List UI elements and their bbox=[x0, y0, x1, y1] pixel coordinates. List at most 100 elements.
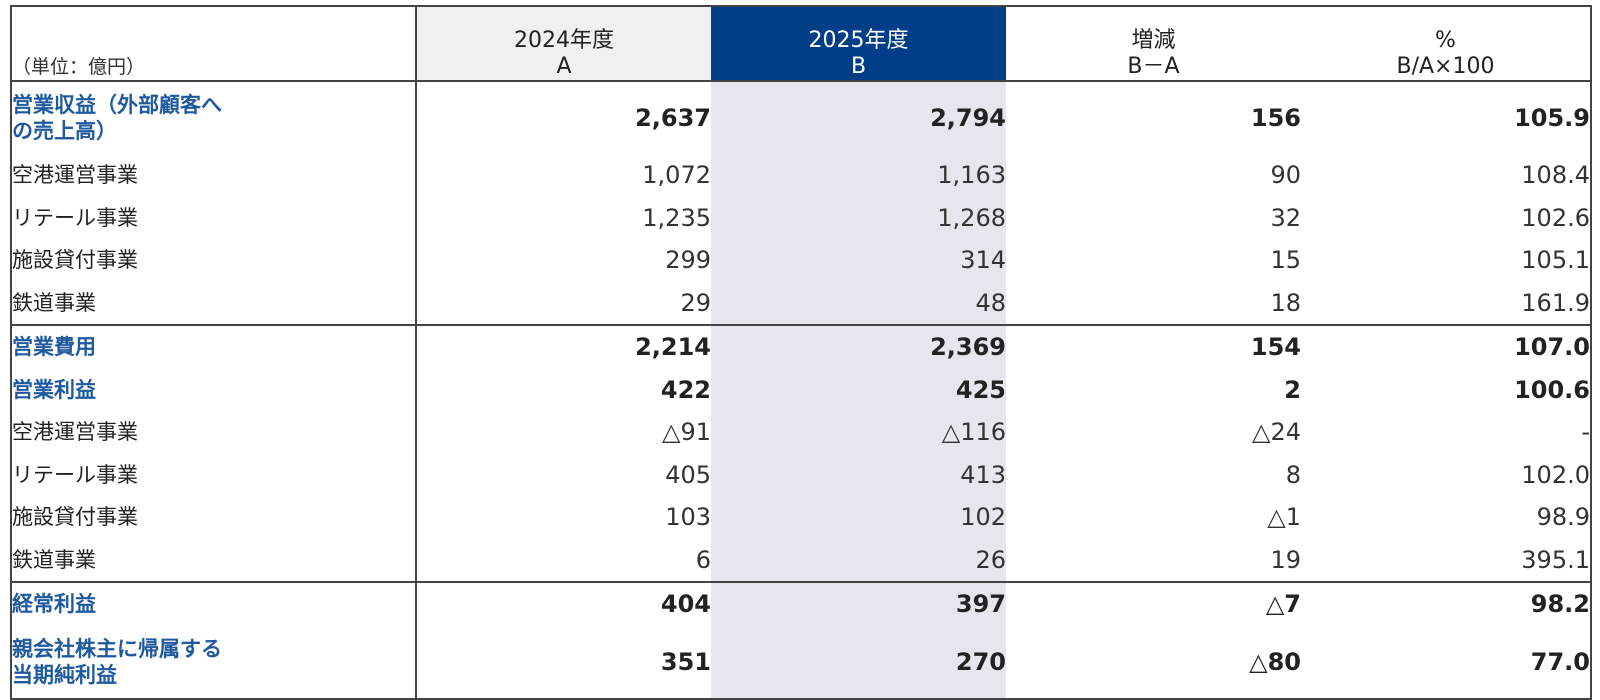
value-cell: 405 bbox=[665, 460, 711, 489]
value-cell: 2,214 bbox=[416, 324, 711, 369]
row-label: リテール事業 bbox=[11, 453, 417, 496]
value-cell: 397 bbox=[711, 581, 1006, 626]
table-header: （単位：億円） 2024年度 A 2025年度 B 増減 B－A % B/A×100 bbox=[11, 6, 1591, 82]
row-label: 経常利益 bbox=[11, 581, 417, 626]
value-cell: △7 bbox=[1006, 581, 1301, 626]
label-text: 営業収益（外部顧客への売上高） bbox=[12, 93, 222, 143]
value-cell: 1,163 bbox=[711, 154, 1006, 197]
row-label: リテール事業 bbox=[11, 196, 417, 239]
value-cell: 6 bbox=[695, 545, 711, 574]
value-cell: 103 bbox=[665, 503, 711, 532]
value-cell: 1,268 bbox=[711, 196, 1006, 239]
value-cell: 270 bbox=[711, 625, 1006, 699]
value-cell: 98.2 bbox=[1301, 581, 1591, 626]
value-cell: 26 bbox=[711, 538, 1006, 582]
table-row: 営業費用 2,214 2,369 154 107.0 bbox=[11, 324, 1591, 369]
header-line: B/A×100 bbox=[1396, 54, 1495, 79]
value-cell: 395.1 bbox=[1521, 545, 1590, 574]
value-cell: 413 bbox=[711, 453, 1006, 496]
table-row: リテール事業 405 413 8 102.0 bbox=[11, 453, 1591, 496]
value-cell: 98.9 bbox=[1536, 503, 1590, 532]
table-row: 空港運営事業 △91 △116 △24 - bbox=[11, 411, 1591, 454]
header-line: B－A bbox=[1127, 54, 1180, 79]
value-cell: 19 bbox=[1270, 545, 1301, 574]
row-label: 営業収益（外部顧客への売上高） bbox=[11, 80, 417, 154]
label-text: 鉄道事業 bbox=[12, 290, 96, 315]
row-label: 営業費用 bbox=[11, 324, 417, 369]
value-cell: 1,072 bbox=[642, 161, 711, 190]
table-row: 施設貸付事業 103 102 △1 98.9 bbox=[11, 496, 1591, 539]
table-row: リテール事業 1,235 1,268 32 102.6 bbox=[11, 196, 1591, 239]
row-label: 鉄道事業 bbox=[11, 538, 417, 582]
value-cell: 422 bbox=[660, 375, 711, 404]
row-label: 親会社株主に帰属する当期純利益 bbox=[11, 625, 417, 699]
value-cell: 32 bbox=[1270, 203, 1301, 232]
value-cell: 107.0 bbox=[1301, 324, 1591, 369]
value-cell: 425 bbox=[711, 368, 1006, 411]
value-cell: 102.6 bbox=[1521, 203, 1590, 232]
value-cell: 404 bbox=[416, 581, 711, 626]
header-line: 2024年度 bbox=[514, 28, 614, 53]
label-text: 営業費用 bbox=[12, 335, 96, 360]
row-label: 鉄道事業 bbox=[11, 281, 417, 325]
label-text: リテール事業 bbox=[12, 205, 138, 230]
value-cell: 100.6 bbox=[1514, 375, 1590, 404]
column-header: 2024年度 A bbox=[416, 6, 711, 82]
value-cell: 161.9 bbox=[1521, 288, 1590, 317]
value-cell: 314 bbox=[711, 239, 1006, 282]
header-line: B bbox=[850, 54, 867, 79]
value-cell: 1,235 bbox=[642, 203, 711, 232]
value-cell: 108.4 bbox=[1521, 161, 1590, 190]
column-header: 増減 B－A bbox=[1006, 6, 1301, 82]
value-cell: 29 bbox=[680, 288, 711, 317]
value-cell: 299 bbox=[665, 246, 711, 275]
table-row: 経常利益 404 397 △7 98.2 bbox=[11, 581, 1591, 626]
value-cell: 102 bbox=[711, 496, 1006, 539]
value-cell: △80 bbox=[1249, 647, 1301, 676]
unit-label: （単位：億円） bbox=[11, 6, 417, 82]
table-row: 親会社株主に帰属する当期純利益 351 270 △80 77.0 bbox=[11, 625, 1591, 699]
table-row: 営業収益（外部顧客への売上高） 2,637 2,794 156 105.9 bbox=[11, 80, 1591, 154]
value-cell: 105.9 bbox=[1301, 80, 1591, 154]
row-label: 施設貸付事業 bbox=[11, 496, 417, 539]
value-cell: 8 bbox=[1285, 460, 1301, 489]
value-cell: 2 bbox=[1284, 375, 1301, 404]
column-header: % B/A×100 bbox=[1301, 6, 1591, 82]
header-line: 2025年度 bbox=[808, 28, 909, 53]
financial-table: （単位：億円） 2024年度 A 2025年度 B 増減 B－A % B/A×100 営… bbox=[10, 5, 1592, 700]
header-line: % bbox=[1435, 28, 1456, 53]
value-cell: 154 bbox=[1006, 324, 1301, 369]
value-cell: 48 bbox=[711, 281, 1006, 325]
value-cell: 77.0 bbox=[1530, 647, 1590, 676]
header-line: A bbox=[556, 54, 572, 79]
value-cell: △91 bbox=[662, 418, 711, 447]
table-row: 営業利益 422 425 2 100.6 bbox=[11, 368, 1591, 411]
label-text: 鉄道事業 bbox=[12, 547, 96, 572]
label-text: 施設貸付事業 bbox=[12, 248, 138, 273]
value-cell: 18 bbox=[1270, 288, 1301, 317]
label-text: 施設貸付事業 bbox=[12, 505, 138, 530]
label-text: 営業利益 bbox=[12, 377, 96, 402]
value-cell: 15 bbox=[1270, 246, 1301, 275]
value-cell: - bbox=[1581, 418, 1590, 447]
value-cell: △116 bbox=[711, 411, 1006, 454]
table-row: 施設貸付事業 299 314 15 105.1 bbox=[11, 239, 1591, 282]
label-text: 親会社株主に帰属する当期純利益 bbox=[12, 636, 222, 687]
value-cell: 105.1 bbox=[1521, 246, 1590, 275]
value-cell: 351 bbox=[660, 647, 711, 676]
value-cell: 156 bbox=[1006, 80, 1301, 154]
page: （単位：億円） 2024年度 A 2025年度 B 増減 B－A % B/A×100 営… bbox=[10, 5, 1592, 700]
label-text: 経常利益 bbox=[12, 592, 96, 617]
row-label: 営業利益 bbox=[11, 368, 417, 411]
row-label: 施設貸付事業 bbox=[11, 239, 417, 282]
header-line: 増減 bbox=[1131, 28, 1176, 53]
column-header: 2025年度 B bbox=[711, 6, 1006, 82]
value-cell: △1 bbox=[1267, 503, 1301, 532]
value-cell: 2,794 bbox=[711, 80, 1006, 154]
table-row: 鉄道事業 29 48 18 161.9 bbox=[11, 281, 1591, 325]
value-cell: 102.0 bbox=[1521, 460, 1590, 489]
table-row: 空港運営事業 1,072 1,163 90 108.4 bbox=[11, 154, 1591, 197]
table-row: 鉄道事業 6 26 19 395.1 bbox=[11, 538, 1591, 582]
label-text: 空港運営事業 bbox=[12, 163, 138, 188]
value-cell: 2,369 bbox=[711, 324, 1006, 369]
